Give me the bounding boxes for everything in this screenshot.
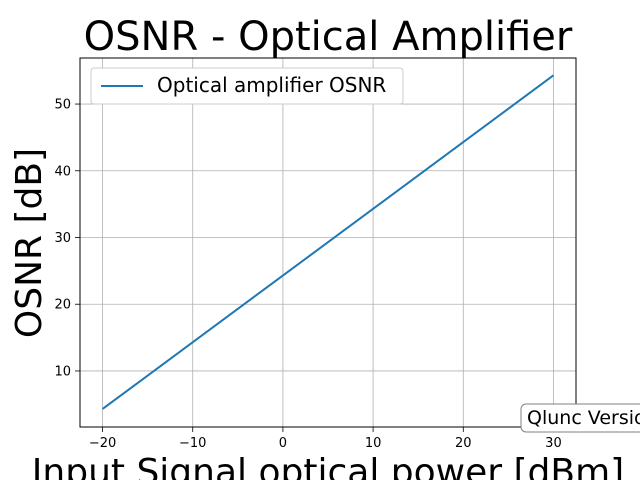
chart-title: OSNR - Optical Amplifier (84, 14, 573, 60)
y-axis-ticks: 10 20 30 40 50 (54, 98, 80, 379)
x-tick-label: 20 (455, 436, 472, 451)
x-axis-ticks: −20 −10 0 10 20 30 (89, 427, 562, 451)
x-tick-label: 10 (365, 436, 382, 451)
version-annotation-box (520, 403, 640, 433)
plot-frame (79, 57, 577, 428)
y-tick-label: 50 (54, 98, 71, 113)
y-tick-label: 30 (54, 231, 71, 246)
y-axis-label: OSNR [dB] (9, 148, 50, 338)
x-tick-label: −20 (89, 436, 116, 451)
legend-label-optical-amplifier-osnr: Optical amplifier OSNR (157, 73, 386, 97)
version-annotation-text: Qlunc Version (527, 407, 640, 429)
series-line-optical-amplifier-osnr (101, 74, 555, 410)
legend: Optical amplifier OSNR (90, 67, 404, 105)
y-tick-label: 20 (54, 298, 71, 313)
x-axis-label: Input Signal optical power [dBm] (32, 452, 624, 480)
y-tick-label: 40 (54, 164, 71, 179)
x-tick-label: 0 (279, 436, 287, 451)
legend-box (90, 67, 404, 105)
series-layer (101, 74, 555, 410)
x-tick-label: −10 (179, 436, 206, 451)
x-tick-label: 30 (545, 436, 562, 451)
y-tick-label: 10 (54, 364, 71, 379)
version-annotation: Qlunc Version (520, 403, 640, 433)
